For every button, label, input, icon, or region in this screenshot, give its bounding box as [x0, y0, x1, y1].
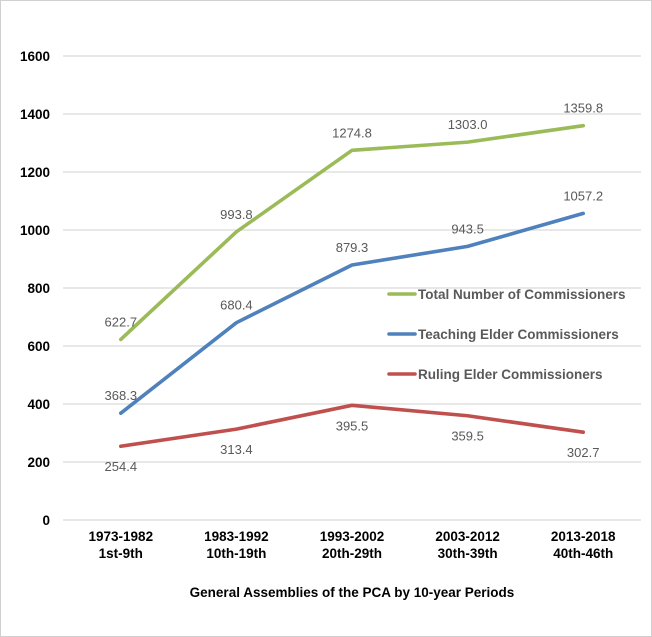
data-point-label: 1274.8: [332, 125, 372, 140]
x-axis-category-label: 1973-1982: [89, 529, 154, 544]
series-line[interactable]: [119, 211, 586, 415]
legend-item[interactable]: Teaching Elder Commissioners: [387, 327, 619, 342]
x-axis-category-sublabel: 1st-9th: [99, 546, 143, 561]
y-axis-tick-label: 1000: [20, 223, 50, 238]
x-axis-category-sublabel: 30th-39th: [438, 546, 498, 561]
data-point-label: 313.4: [220, 442, 253, 457]
x-axis-category-label: 1983-1992: [204, 529, 269, 544]
y-axis-tick-label: 1400: [20, 107, 50, 122]
x-axis-category-sublabel: 10th-19th: [206, 546, 266, 561]
series-line[interactable]: [119, 123, 586, 342]
data-point-label: 368.3: [105, 388, 138, 403]
data-point-label: 622.7: [105, 314, 138, 329]
x-axis-category-sublabel: 20th-29th: [322, 546, 382, 561]
y-axis-tick-label: 800: [27, 281, 50, 296]
series-line[interactable]: [119, 403, 586, 449]
x-axis-category-label: 1993-2002: [320, 529, 385, 544]
data-point-label: 302.7: [567, 445, 600, 460]
x-axis-category-label: 2013-2018: [551, 529, 616, 544]
x-axis-title: General Assemblies of the PCA by 10-year…: [190, 585, 515, 600]
legend-item-label: Ruling Elder Commissioners: [418, 367, 603, 382]
y-axis-tick-label: 1200: [20, 165, 50, 180]
legend-item[interactable]: Total Number of Commissioners: [387, 287, 626, 302]
y-axis-tick-label: 600: [27, 339, 50, 354]
data-point-label: 1303.0: [448, 117, 488, 132]
x-axis-category-sublabel: 40th-46th: [553, 546, 613, 561]
data-point-label: 254.4: [105, 459, 138, 474]
data-point-label: 359.5: [451, 429, 484, 444]
x-axis-category-label: 2003-2012: [435, 529, 500, 544]
data-point-label: 879.3: [336, 240, 369, 255]
data-point-label: 943.5: [451, 221, 484, 236]
data-point-label: 993.8: [220, 207, 253, 222]
y-axis-tick-label: 200: [27, 455, 50, 470]
y-axis-tick-label: 0: [42, 513, 50, 528]
legend-item-label: Total Number of Commissioners: [418, 287, 626, 302]
y-axis-tick-label: 400: [27, 397, 50, 412]
data-point-label: 1057.2: [563, 188, 603, 203]
legend-item[interactable]: Ruling Elder Commissioners: [387, 367, 603, 382]
y-axis-tick-label: 1600: [20, 49, 50, 64]
data-point-label: 1359.8: [563, 101, 603, 116]
legend-item-label: Teaching Elder Commissioners: [418, 327, 619, 342]
data-point-label: 680.4: [220, 298, 253, 313]
data-point-label: 395.5: [336, 418, 369, 433]
